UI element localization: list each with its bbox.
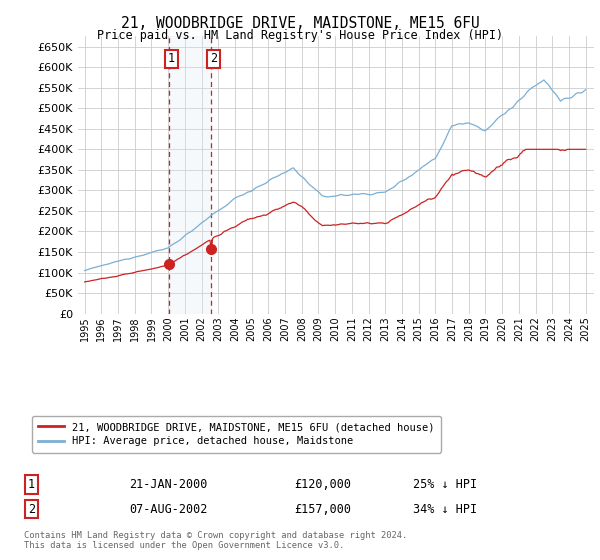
Text: 1: 1 (28, 478, 35, 491)
Text: 1: 1 (168, 53, 175, 66)
Text: 2: 2 (28, 502, 35, 516)
Text: 21-JAN-2000: 21-JAN-2000 (130, 478, 208, 491)
Text: 25% ↓ HPI: 25% ↓ HPI (413, 478, 478, 491)
Text: £157,000: £157,000 (295, 502, 352, 516)
Text: 07-AUG-2002: 07-AUG-2002 (130, 502, 208, 516)
Text: 34% ↓ HPI: 34% ↓ HPI (413, 502, 478, 516)
Text: £120,000: £120,000 (295, 478, 352, 491)
Text: 21, WOODBRIDGE DRIVE, MAIDSTONE, ME15 6FU: 21, WOODBRIDGE DRIVE, MAIDSTONE, ME15 6F… (121, 16, 479, 31)
Text: Price paid vs. HM Land Registry's House Price Index (HPI): Price paid vs. HM Land Registry's House … (97, 29, 503, 42)
Text: Contains HM Land Registry data © Crown copyright and database right 2024.
This d: Contains HM Land Registry data © Crown c… (24, 530, 407, 550)
Bar (169, 36, 211, 314)
Legend: 21, WOODBRIDGE DRIVE, MAIDSTONE, ME15 6FU (detached house), HPI: Average price, : 21, WOODBRIDGE DRIVE, MAIDSTONE, ME15 6F… (32, 416, 441, 452)
Text: 2: 2 (211, 53, 217, 66)
